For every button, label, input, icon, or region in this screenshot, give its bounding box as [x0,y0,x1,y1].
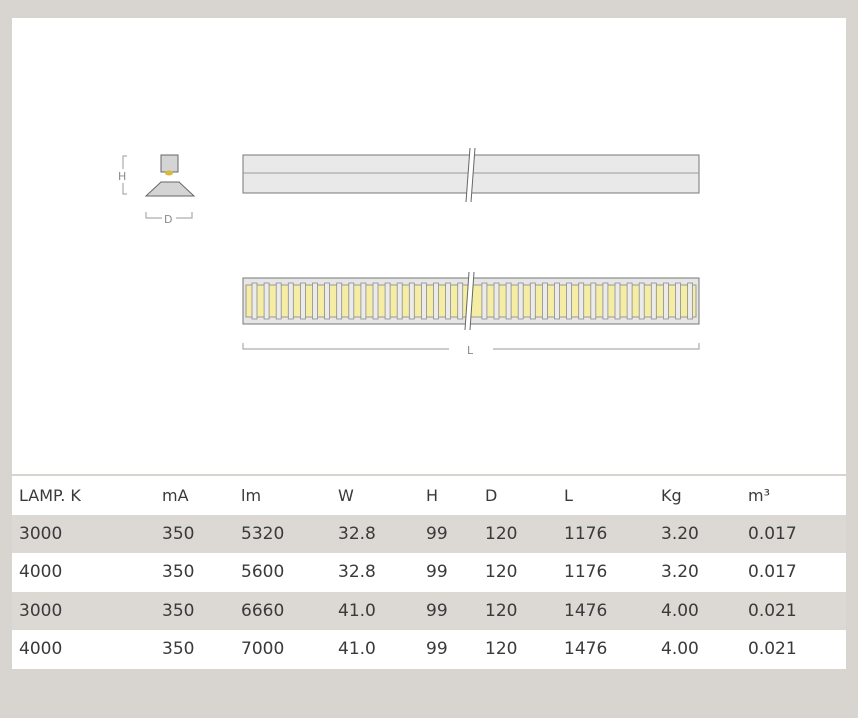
led-divider-rib [396,282,403,320]
product-drawing-panel: H D L [12,18,846,474]
led-divider-rib [590,282,597,320]
height-dimension-label: H [118,170,126,183]
col-header-ma: mA [162,485,189,505]
technical-drawing: H D L [118,147,700,357]
side-view-bar [242,147,700,203]
spec-table: LAMP. K mA lm W H D L Kg m³ 3000 350 532… [12,476,846,669]
table-row: 4000 350 5600 32.8 99 120 1176 3.20 0.01… [12,553,846,592]
led-divider-rib [663,282,669,320]
led-dividers [251,282,693,320]
cell-lm: 7000 [241,639,285,660]
cell-kg: 3.20 [661,523,699,544]
cell-l: 1176 [564,523,608,544]
led-divider-rib [348,282,355,320]
col-header-m3: m³ [748,485,770,505]
cell-d: 120 [485,600,518,621]
led-divider-rib [481,282,488,320]
length-dimension [242,343,700,350]
cell-l: 1476 [564,600,608,621]
col-header-d: D [485,485,498,505]
cell-h: 99 [426,600,448,621]
table-header-row: LAMP. K mA lm W H D L Kg m³ [12,476,846,515]
led-divider-rib [372,282,379,320]
led-divider-rib [251,282,258,320]
cell-d: 120 [485,639,518,660]
led-divider-rib [505,282,512,320]
cell-h: 99 [426,523,448,544]
height-dimension [122,155,127,195]
col-header-l: L [564,485,573,505]
led-divider-rib [263,282,270,320]
col-header-w: W [338,485,354,505]
cell-m3: 0.021 [748,639,797,660]
col-header-lm: lm [241,485,262,505]
col-header-h: H [426,485,439,505]
led-divider-rib [312,282,318,320]
cell-m3: 0.021 [748,600,797,621]
depth-dimension [145,212,193,219]
led-divider-rib [420,282,427,320]
led-divider-rib [324,282,331,320]
cell-l: 1176 [564,562,608,583]
led-divider-rib [433,282,439,320]
led-divider-rib [445,282,452,320]
led-divider-rib [287,282,294,320]
col-header-kg: Kg [661,485,682,505]
led-divider-rib [299,282,306,320]
led-divider-rib [602,282,609,320]
table-row: 3000 350 6660 41.0 99 120 1476 4.00 0.02… [12,591,846,630]
cell-d: 120 [485,562,518,583]
cell-d: 120 [485,523,518,544]
led-divider-rib [554,282,560,320]
cell-w: 41.0 [338,639,376,660]
led-divider-rib [457,282,464,320]
led-divider-rib [566,282,572,320]
led-divider-rib [408,282,415,320]
led-divider-rib [529,282,536,320]
cell-lm: 5600 [241,562,285,583]
led-divider-rib [542,282,548,320]
led-divider-rib [638,282,645,320]
cell-ma: 350 [162,639,195,660]
cell-kg: 4.00 [661,600,699,621]
cell-lamp-k: 4000 [19,639,63,660]
cell-ma: 350 [162,562,195,583]
led-divider-rib [360,282,367,320]
led-divider-rib [687,282,693,320]
led-divider-rib [578,282,585,320]
cell-lm: 5320 [241,523,285,544]
cell-lm: 6660 [241,600,285,621]
cell-h: 99 [426,562,448,583]
col-header-lamp-k: LAMP. K [19,485,81,505]
depth-dimension-label: D [164,213,172,226]
cell-w: 32.8 [338,523,376,544]
bottom-view-led-bar [242,271,700,331]
cell-lamp-k: 3000 [19,600,63,621]
table-row: 3000 350 5320 32.8 99 120 1176 3.20 0.01… [12,514,846,553]
led-divider-rib [275,282,282,320]
led-divider-rib [675,282,681,320]
led-divider-rib [336,282,343,320]
cell-ma: 350 [162,600,195,621]
cell-ma: 350 [162,523,195,544]
cell-l: 1476 [564,639,608,660]
table-row: 4000 350 7000 41.0 99 120 1476 4.00 0.02… [12,630,846,669]
led-divider-rib [650,282,657,320]
led-divider-rib [626,282,633,320]
length-dimension-label: L [467,344,474,357]
cell-w: 41.0 [338,600,376,621]
cell-w: 32.8 [338,562,376,583]
cell-lamp-k: 3000 [19,523,63,544]
cell-m3: 0.017 [748,523,797,544]
cell-kg: 3.20 [661,562,699,583]
led-divider-rib [517,282,524,320]
cell-m3: 0.017 [748,562,797,583]
cell-h: 99 [426,639,448,660]
led-divider-rib [493,282,500,320]
cell-kg: 4.00 [661,639,699,660]
led-divider-rib [384,282,391,320]
profile-section-view [144,154,196,197]
led-divider-rib [614,282,621,320]
cell-lamp-k: 4000 [19,562,63,583]
